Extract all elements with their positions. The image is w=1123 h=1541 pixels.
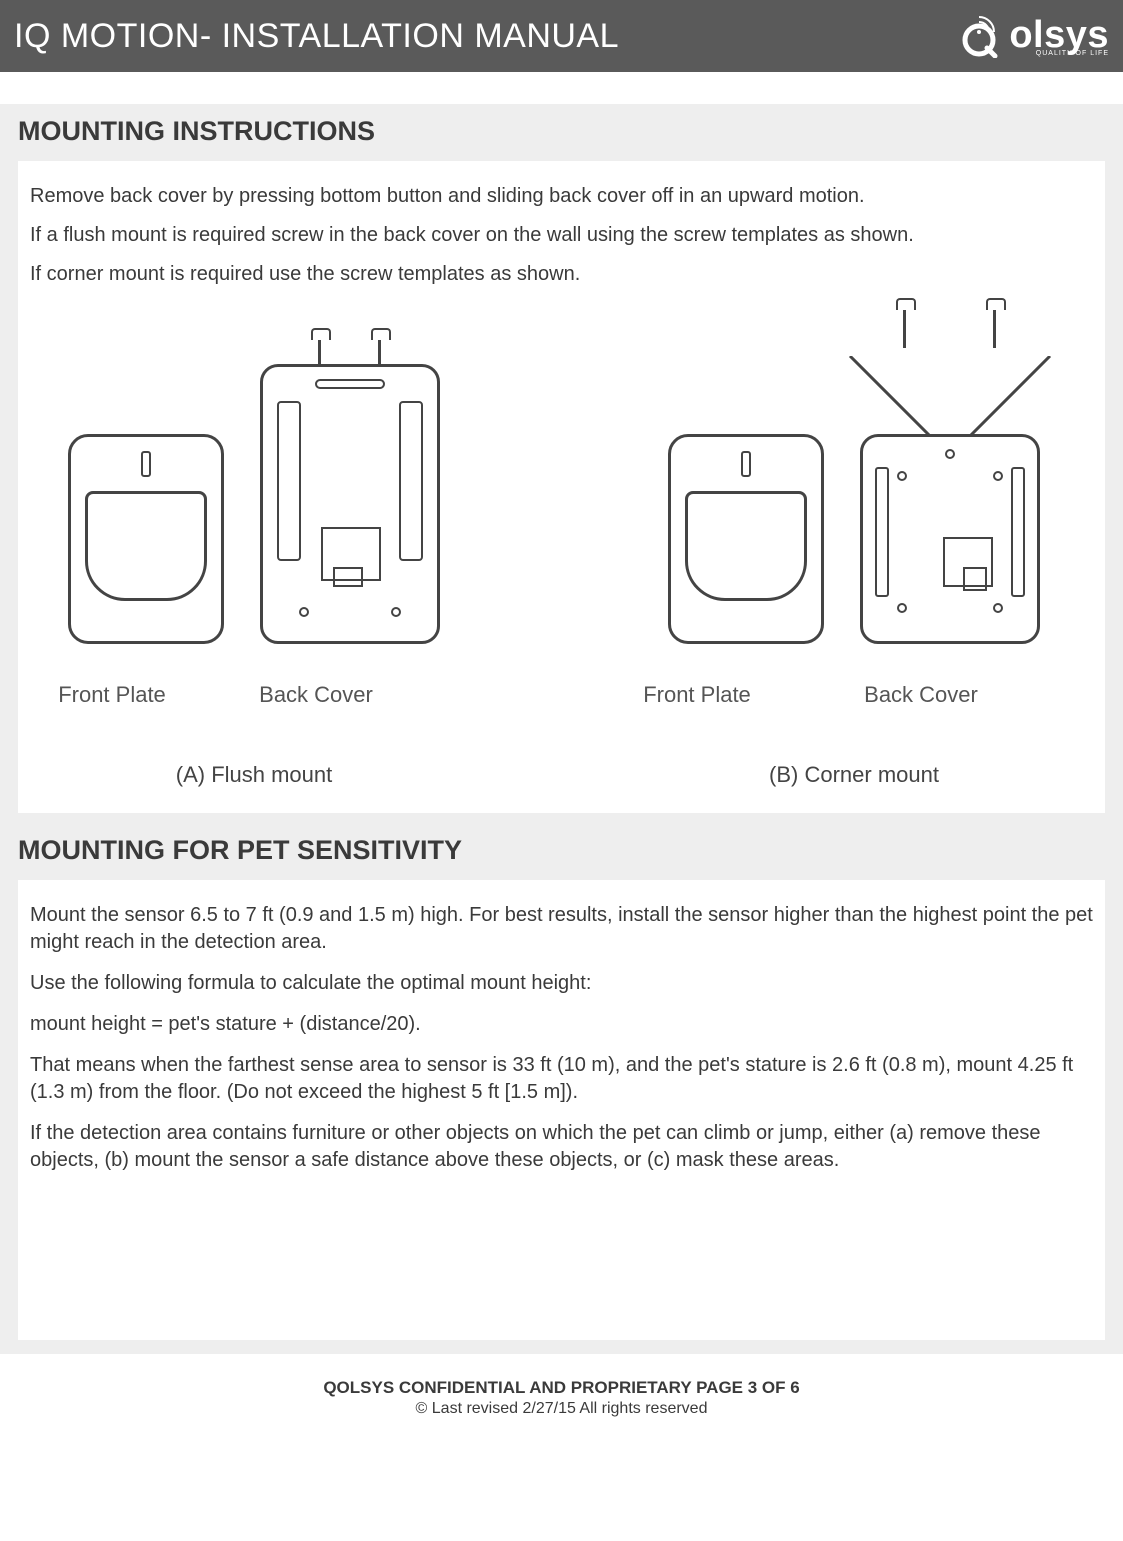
document-title: IQ MOTION- INSTALLATION MANUAL	[14, 17, 619, 56]
diagram-label: Front Plate	[34, 680, 190, 710]
footer-copyright: © Last revised 2/27/15 All rights reserv…	[0, 1400, 1123, 1418]
page-body: MOUNTING INSTRUCTIONS Remove back cover …	[0, 104, 1123, 1354]
instruction-text: If the detection area contains furniture…	[30, 1120, 1093, 1174]
document-footer: QOLSYS CONFIDENTIAL AND PROPRIETARY PAGE…	[0, 1354, 1123, 1432]
corner-mount-diagram: Front Plate Back Cover (B) Corner mount	[619, 328, 1089, 789]
flush-mount-diagram: Front Plate Back Cover (A) Flush mount	[34, 328, 474, 789]
mounting-diagrams: Front Plate Back Cover (A) Flush mount	[30, 328, 1093, 789]
section-mounting-instructions-body: Remove back cover by pressing bottom but…	[18, 161, 1105, 813]
spacer	[0, 72, 1123, 104]
diagram-pair	[68, 328, 440, 644]
diagram-pair	[668, 328, 1040, 644]
diagram-label: Front Plate	[619, 680, 775, 710]
logo-text-wrap: olsys QUALITY OF LIFE	[1009, 16, 1109, 57]
front-plate-diagram	[68, 328, 224, 644]
instruction-text: Remove back cover by pressing bottom but…	[30, 183, 1093, 210]
instruction-text: Mount the sensor 6.5 to 7 ft (0.9 and 1.…	[30, 902, 1093, 956]
back-cover-corner-diagram	[860, 328, 1040, 644]
section-pet-sensitivity-body: Mount the sensor 6.5 to 7 ft (0.9 and 1.…	[18, 880, 1105, 1340]
diagram-label: Back Cover	[811, 680, 1031, 710]
spacer	[0, 1340, 1123, 1354]
instruction-text: mount height = pet's stature + (distance…	[30, 1011, 1093, 1038]
instruction-text: That means when the farthest sense area …	[30, 1052, 1093, 1106]
section-heading: MOUNTING FOR PET SENSITIVITY	[18, 835, 1105, 866]
section-pet-sensitivity-header: MOUNTING FOR PET SENSITIVITY	[0, 813, 1123, 880]
logo-mark-icon	[957, 14, 1001, 58]
mount-type-label: (B) Corner mount	[769, 760, 939, 790]
front-plate-diagram	[668, 328, 824, 644]
document-header: IQ MOTION- INSTALLATION MANUAL olsys QUA…	[0, 0, 1123, 72]
section-heading: MOUNTING INSTRUCTIONS	[18, 116, 1105, 147]
diagram-label: Back Cover	[226, 680, 406, 710]
footer-line: QOLSYS CONFIDENTIAL AND PROPRIETARY PAGE…	[0, 1378, 1123, 1398]
instruction-text: Use the following formula to calculate t…	[30, 970, 1093, 997]
brand-name: olsys	[1009, 16, 1109, 54]
instruction-text: If a flush mount is required screw in th…	[30, 222, 1093, 249]
back-cover-diagram	[260, 328, 440, 644]
mount-type-label: (A) Flush mount	[176, 760, 333, 790]
brand-logo: olsys QUALITY OF LIFE	[957, 14, 1109, 58]
instruction-text: If corner mount is required use the scre…	[30, 261, 1093, 288]
section-mounting-instructions-header: MOUNTING INSTRUCTIONS	[0, 104, 1123, 161]
